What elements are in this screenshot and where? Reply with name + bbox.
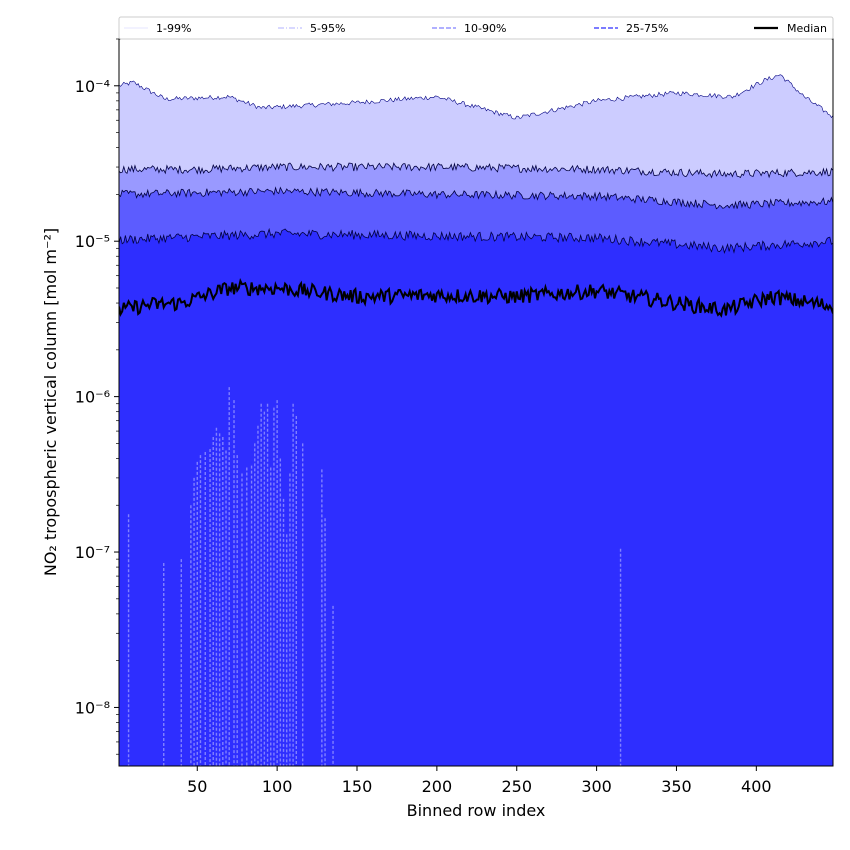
median-line <box>119 277 833 318</box>
band-1-99%-upper-line <box>119 74 833 120</box>
legend-label: 10-90% <box>464 22 506 35</box>
band-10-90%-upper-line <box>119 186 833 210</box>
y-tick-label: 10⁻⁴ <box>75 77 110 96</box>
legend-label: Median <box>787 22 827 35</box>
x-tick-label: 350 <box>661 777 692 796</box>
x-tick-label: 300 <box>581 777 612 796</box>
x-axis: 50 100 150 200 250 300 350 400 <box>187 766 772 796</box>
y-axis: 10⁻⁸ 10⁻⁷ 10⁻⁶ 10⁻⁵ 10⁻⁴ <box>75 38 119 755</box>
x-tick-label: 100 <box>262 777 293 796</box>
legend-label: 1-99% <box>156 22 191 35</box>
legend: 1-99% 5-95% 10-90% 25-75% Median <box>118 16 834 40</box>
y-tick-label: 10⁻⁷ <box>75 543 110 562</box>
y-tick-label: 10⁻⁵ <box>75 232 110 251</box>
x-tick-label: 400 <box>741 777 772 796</box>
legend-label: 25-75% <box>626 22 668 35</box>
y-axis-label: NO₂ tropospheric vertical column [mol m⁻… <box>41 228 60 576</box>
legend-label: 5-95% <box>310 22 345 35</box>
y-tick-label: 10⁻⁸ <box>75 698 110 717</box>
x-tick-label: 50 <box>187 777 207 796</box>
x-tick-label: 250 <box>501 777 532 796</box>
x-tick-label: 150 <box>342 777 373 796</box>
y-tick-label: 10⁻⁶ <box>75 388 110 407</box>
band-5-95%-upper-line <box>119 162 833 179</box>
plot-area <box>119 39 833 766</box>
band-25-75%-upper-line <box>119 227 833 254</box>
x-axis-label: Binned row index <box>407 801 546 820</box>
band-25-75%-fill <box>119 229 833 766</box>
legend-frame <box>118 16 834 40</box>
x-tick-label: 200 <box>422 777 453 796</box>
